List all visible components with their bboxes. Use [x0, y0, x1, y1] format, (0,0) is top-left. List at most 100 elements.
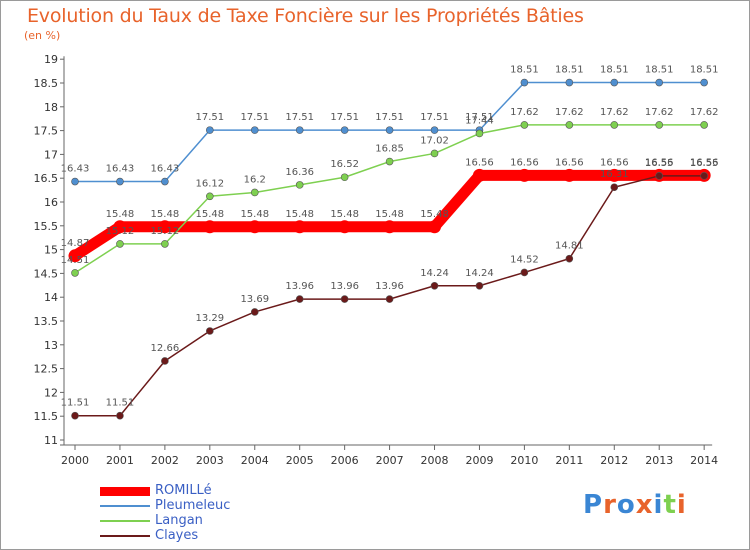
data-label: 11.51: [106, 398, 135, 409]
data-label: 15.48: [195, 209, 224, 220]
x-tick-label: 2009: [465, 454, 493, 467]
data-point: [295, 126, 304, 134]
y-tick-label: 16.5: [34, 172, 59, 185]
data-label: 15.48: [240, 209, 269, 220]
data-point: [655, 172, 664, 180]
data-point: [430, 126, 439, 134]
data-point: [430, 149, 439, 158]
data-point: [385, 126, 394, 134]
data-label: 13.96: [330, 281, 359, 292]
data-point: [385, 157, 394, 166]
data-point: [71, 411, 79, 420]
data-point: [655, 78, 664, 87]
data-point: [206, 126, 214, 134]
y-tick-label: 15.5: [34, 220, 59, 233]
data-point: [428, 220, 442, 234]
y-tick-label: 19: [44, 53, 58, 66]
data-point: [520, 78, 529, 87]
data-point: [610, 121, 619, 129]
data-point: [295, 295, 304, 303]
y-tick-label: 12.5: [34, 363, 59, 376]
data-label: 15.12: [151, 226, 180, 237]
data-point: [565, 254, 574, 263]
data-label: 17.02: [420, 135, 449, 146]
x-tick-label: 2012: [600, 454, 628, 467]
data-label: 14.24: [420, 268, 449, 279]
legend-swatch: [100, 505, 150, 507]
data-point: [517, 168, 531, 182]
data-point: [161, 357, 169, 365]
data-point: [71, 177, 79, 186]
data-point: [116, 411, 124, 420]
data-point: [655, 121, 664, 129]
legend-swatch: [100, 487, 150, 496]
data-point: [203, 220, 217, 234]
y-tick-label: 18: [44, 101, 58, 114]
data-point: [475, 129, 484, 138]
data-point: [206, 192, 214, 201]
data-point: [385, 295, 394, 303]
data-label: 14.87: [61, 238, 90, 249]
x-tick-label: 2001: [106, 454, 134, 467]
y-tick-label: 16: [44, 196, 58, 209]
data-point: [700, 78, 708, 87]
data-label: 16.43: [151, 164, 180, 175]
data-point: [340, 295, 349, 303]
x-tick-label: 2008: [421, 454, 449, 467]
y-tick-label: 15: [44, 244, 58, 257]
x-tick-label: 2002: [151, 454, 179, 467]
chart-subtitle: (en %): [24, 29, 61, 42]
data-point: [293, 220, 307, 234]
y-tick-label: 14.5: [34, 267, 59, 280]
y-tick-label: 13: [44, 339, 58, 352]
data-label: 16.2: [244, 174, 266, 185]
data-point: [565, 78, 574, 87]
data-label: 12.66: [151, 343, 180, 354]
data-point: [206, 327, 214, 335]
data-label: 15.48: [330, 209, 359, 220]
data-label: 13.96: [285, 281, 314, 292]
data-label: 18.51: [600, 65, 629, 76]
x-tick-label: 2000: [61, 454, 89, 467]
legend-swatch: [100, 535, 150, 537]
data-label: 14.52: [510, 254, 539, 265]
data-label: 15.48: [106, 209, 135, 220]
data-point: [340, 173, 349, 182]
data-point: [338, 220, 352, 234]
data-label: 15.48: [420, 209, 449, 220]
data-label: 13.29: [195, 313, 224, 324]
data-label: 17.62: [510, 107, 539, 118]
data-label: 15.12: [106, 226, 135, 237]
data-label: 13.96: [375, 281, 404, 292]
data-point: [295, 181, 304, 189]
data-label: 16.12: [195, 178, 224, 189]
data-point: [68, 249, 82, 263]
data-label: 11.51: [61, 398, 90, 409]
data-label: 14.24: [465, 268, 494, 279]
data-label: 13.69: [240, 294, 269, 305]
legend-label: Pleumeleuc: [155, 498, 231, 513]
x-tick-label: 2011: [555, 454, 583, 467]
data-label: 16.55: [645, 158, 674, 169]
data-point: [700, 172, 708, 180]
data-label: 16.56: [600, 157, 629, 168]
data-label: 16.56: [510, 157, 539, 168]
data-label: 16.56: [690, 157, 719, 168]
data-point: [250, 126, 259, 134]
data-point: [562, 168, 576, 182]
y-tick-label: 11.5: [34, 410, 59, 423]
data-point: [610, 183, 619, 192]
x-tick-label: 2010: [510, 454, 538, 467]
data-label: 16.85: [375, 144, 404, 155]
y-tick-label: 14: [44, 291, 58, 304]
y-tick-label: 17.5: [34, 125, 59, 138]
y-tick-label: 17: [44, 148, 58, 161]
data-label: 15.48: [285, 209, 314, 220]
y-tick-label: 18.5: [34, 77, 59, 90]
legend-label: Langan: [155, 513, 203, 528]
data-label: 17.51: [375, 112, 404, 123]
data-label: 17.51: [195, 112, 224, 123]
y-tick-label: 11: [44, 434, 58, 447]
